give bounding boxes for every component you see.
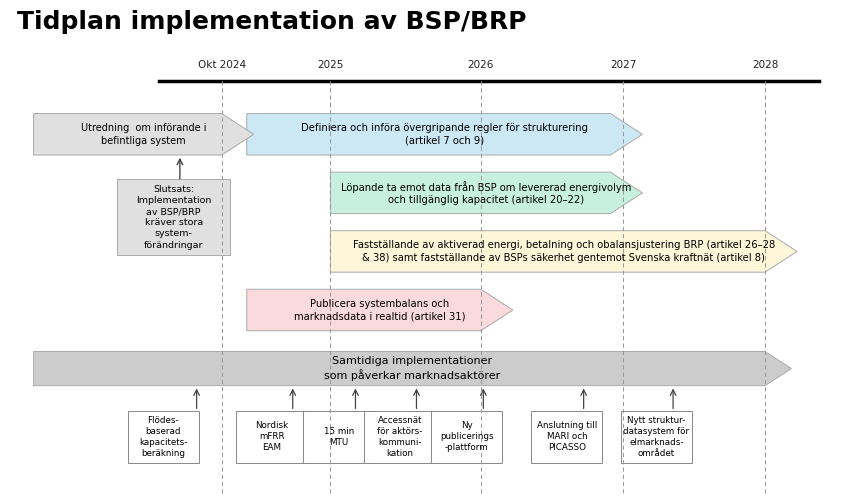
Bar — [620, 411, 691, 463]
Text: 2028: 2028 — [751, 60, 777, 70]
Text: Definiera och införa övergripande regler för strukturering
(artikel 7 och 9): Definiera och införa övergripande regler… — [301, 123, 587, 145]
Polygon shape — [330, 172, 642, 214]
Text: 2027: 2027 — [609, 60, 636, 70]
Bar — [531, 411, 602, 463]
Text: Utredning  om införande i
befintliga system: Utredning om införande i befintliga syst… — [81, 123, 206, 145]
Polygon shape — [33, 352, 791, 385]
Text: Löpande ta emot data från BSP om levererad energivolym
och tillgänglig kapacitet: Löpande ta emot data från BSP om leverer… — [341, 181, 630, 205]
Text: Nordisk
mFRR
EAM: Nordisk mFRR EAM — [255, 421, 288, 453]
Text: Accessnät
för aktörs-
kommuni-
kation: Accessnät för aktörs- kommuni- kation — [377, 416, 422, 458]
Text: 2026: 2026 — [467, 60, 493, 70]
Text: Nytt struktur-
datasystem för
elmarknads-
området: Nytt struktur- datasystem för elmarknads… — [623, 416, 688, 458]
Text: Anslutning till
MARI och
PICASSO: Anslutning till MARI och PICASSO — [536, 421, 596, 453]
Text: Samtidiga implementationer
som påverkar marknadsaktörer: Samtidiga implementationer som påverkar … — [324, 356, 500, 381]
Polygon shape — [246, 289, 512, 331]
Text: 2025: 2025 — [317, 60, 343, 70]
Text: Flödes-
baserad
kapacitets-
beräkning: Flödes- baserad kapacitets- beräkning — [139, 416, 187, 458]
Text: Slutsats:
Implementation
av BSP/BRP
kräver stora
system-
förändringar: Slutsats: Implementation av BSP/BRP kräv… — [135, 185, 211, 249]
Bar — [128, 411, 199, 463]
Bar — [364, 411, 435, 463]
Polygon shape — [246, 114, 642, 155]
Bar — [430, 411, 502, 463]
Text: Okt 2024: Okt 2024 — [198, 60, 245, 70]
Bar — [117, 179, 230, 255]
Text: Tidplan implementation av BSP/BRP: Tidplan implementation av BSP/BRP — [17, 10, 526, 34]
Bar — [302, 411, 374, 463]
Text: Publicera systembalans och
marknadsdata i realtid (artikel 31): Publicera systembalans och marknadsdata … — [294, 299, 465, 321]
Polygon shape — [33, 114, 253, 155]
Polygon shape — [330, 231, 796, 272]
Text: 15 min
MTU: 15 min MTU — [323, 427, 354, 447]
Bar — [236, 411, 307, 463]
Text: Ny
publicerings
-plattform: Ny publicerings -plattform — [440, 421, 492, 453]
Text: Fastställande av aktiverad energi, betalning och obalansjustering BRP (artikel 2: Fastställande av aktiverad energi, betal… — [352, 240, 774, 262]
